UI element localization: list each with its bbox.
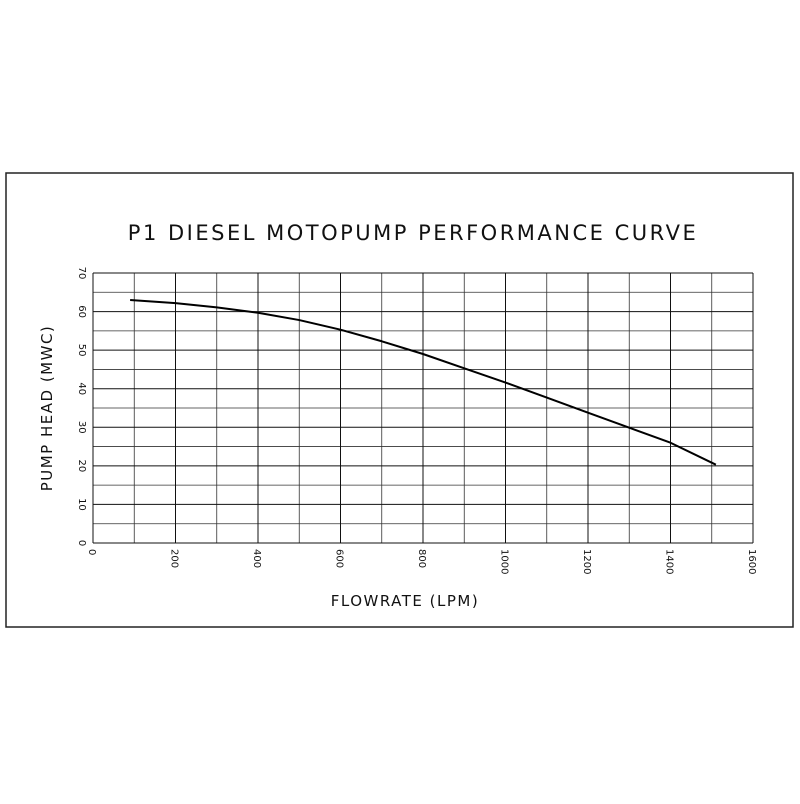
frame — [5, 172, 794, 628]
y-tick-label: 10 — [76, 498, 87, 511]
x-tick-label: 200 — [169, 549, 180, 568]
x-tick-label: 600 — [334, 549, 345, 568]
y-tick-label: 70 — [76, 267, 87, 280]
y-tick-label: 20 — [76, 459, 87, 472]
x-tick-label: 1600 — [746, 549, 757, 574]
chart-title: P1 DIESEL MOTOPUMP PERFORMANCE CURVE — [128, 221, 698, 245]
x-tick-label: 1400 — [664, 549, 675, 574]
x-tick-label: 1200 — [581, 549, 592, 574]
x-axis-title: FLOWRATE (LPM) — [331, 592, 479, 610]
line — [130, 299, 717, 466]
y-tick-label: 0 — [76, 540, 87, 546]
x-tick-label: 1000 — [499, 549, 510, 574]
x-tick-label: 0 — [86, 549, 97, 555]
x-tick-label: 800 — [416, 549, 427, 568]
x-tick-label: 400 — [251, 549, 262, 568]
y-tick-label: 40 — [76, 382, 87, 395]
y-axis-title: PUMP HEAD (MWC) — [38, 325, 56, 492]
y-tick-label: 30 — [76, 421, 87, 434]
y-tick-label: 60 — [76, 305, 87, 318]
y-tick-label: 50 — [76, 344, 87, 357]
